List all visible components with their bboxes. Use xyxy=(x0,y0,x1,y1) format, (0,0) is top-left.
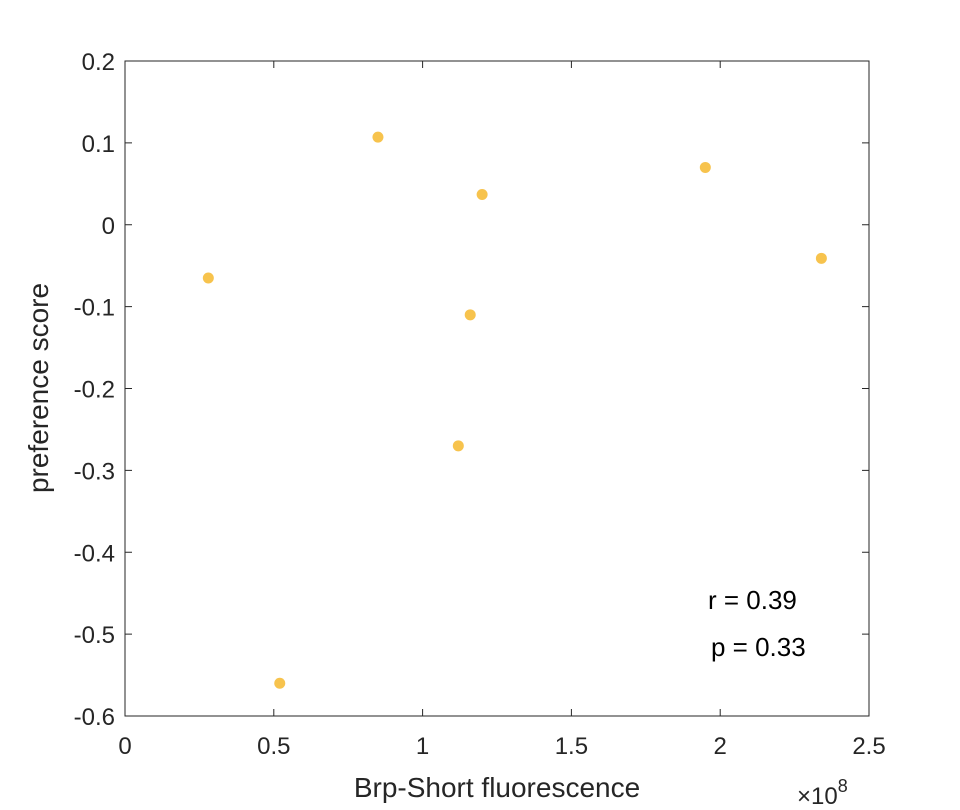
axis-ticks xyxy=(124,60,870,717)
y-tick-label: -0.1 xyxy=(74,295,115,322)
x-axis-label: Brp-Short fluorescence xyxy=(354,772,640,803)
data-point xyxy=(452,440,464,452)
y-tick-label: -0.5 xyxy=(74,622,115,649)
x-tick-label: 1.5 xyxy=(555,733,588,760)
y-tick-label: 0 xyxy=(102,213,115,240)
y-tick-labels: 0.2 0.1 0 -0.1 -0.2 -0.3 -0.4 -0.5 -0.6 xyxy=(74,49,115,731)
x-exponent-power: 8 xyxy=(838,776,848,796)
correlation-r-annotation: r = 0.39 xyxy=(708,585,797,615)
plot-area-frame xyxy=(124,60,870,717)
x-tick-label: 1 xyxy=(416,733,429,760)
y-tick-label: -0.2 xyxy=(74,377,115,404)
x-tick-label: 2 xyxy=(714,733,727,760)
data-point xyxy=(202,272,214,284)
y-tick-label: 0.2 xyxy=(82,49,115,76)
x-tick-label: 0.5 xyxy=(257,733,290,760)
data-point xyxy=(372,131,384,143)
data-point xyxy=(274,677,286,689)
data-point xyxy=(476,188,488,200)
x-tick-label: 2.5 xyxy=(852,733,885,760)
data-point xyxy=(815,252,827,264)
y-axis-label: preference score xyxy=(23,283,54,493)
x-tick-labels: 0 0.5 1 1.5 2 2.5 xyxy=(118,733,885,760)
data-points xyxy=(202,131,827,689)
x-tick-label: 0 xyxy=(118,733,131,760)
y-tick-label: -0.6 xyxy=(74,704,115,731)
x-exponent-label: ×108 xyxy=(797,776,848,810)
data-point xyxy=(464,309,476,321)
x-exponent-base: ×10 xyxy=(797,783,838,810)
data-point xyxy=(699,161,711,173)
y-tick-label: -0.4 xyxy=(74,540,115,567)
p-value-annotation: p = 0.33 xyxy=(711,632,806,662)
y-tick-label: 0.1 xyxy=(82,131,115,158)
y-tick-label: -0.3 xyxy=(74,458,115,485)
